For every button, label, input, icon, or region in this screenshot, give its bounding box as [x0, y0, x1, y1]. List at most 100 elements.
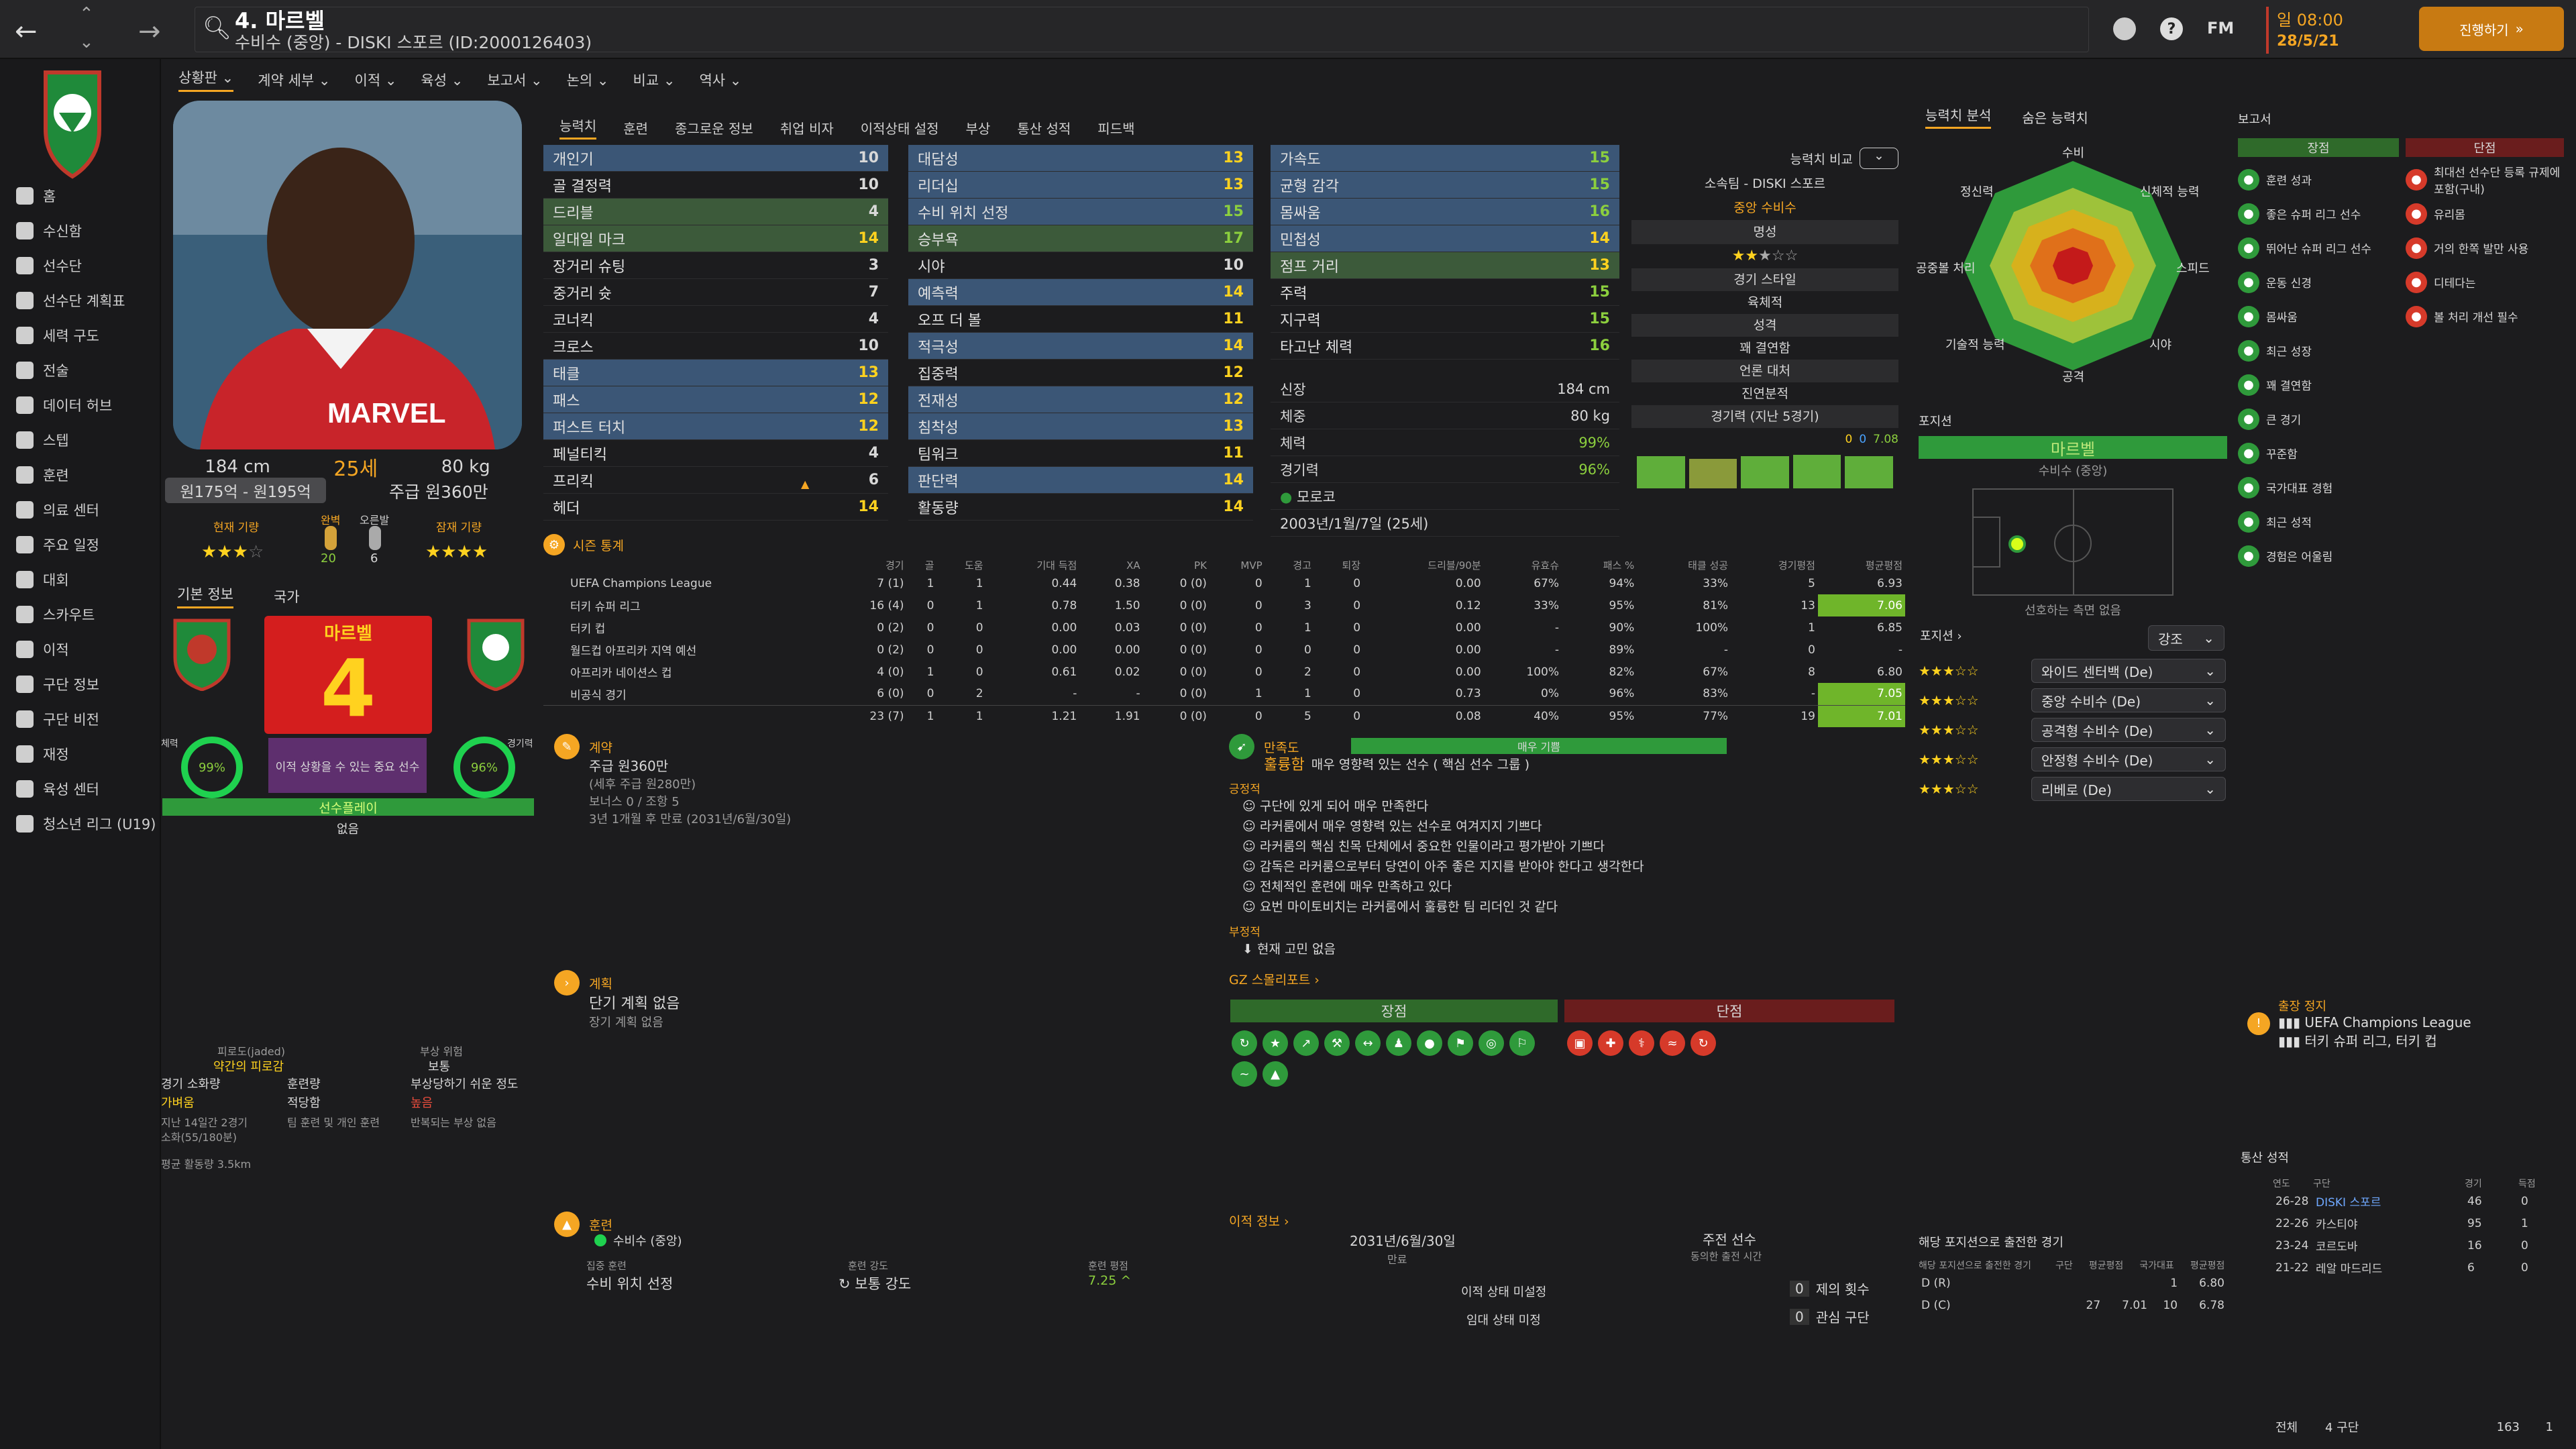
- attr-row[interactable]: 주력 15: [1271, 279, 1619, 306]
- scout-header[interactable]: GZ 스몰리포트 ›: [1229, 973, 1320, 987]
- continue-button[interactable]: 진행하기 »: [2419, 7, 2564, 51]
- attr-row[interactable]: 드리블 4: [543, 199, 888, 225]
- sidebar-item-5[interactable]: 전술: [0, 353, 161, 388]
- subnav-2[interactable]: 이적 ⌄: [355, 70, 397, 90]
- sidebar-item-3[interactable]: 선수단 계획표: [0, 283, 161, 318]
- attr-row[interactable]: 승부욕 17: [908, 225, 1253, 252]
- report-item[interactable]: ● 디테다는: [2406, 265, 2564, 299]
- attr-row[interactable]: 활동량 14: [908, 494, 1253, 521]
- attr-row[interactable]: 적극성 14: [908, 333, 1253, 360]
- report-item[interactable]: ● 좋은 슈퍼 리그 선수: [2238, 197, 2399, 231]
- strength-icon[interactable]: ♟: [1386, 1030, 1411, 1056]
- sidebar-item-7[interactable]: 스텝: [0, 423, 161, 458]
- attr-row[interactable]: 집중력 12: [908, 360, 1253, 386]
- strength-icon[interactable]: ↻: [1232, 1030, 1257, 1056]
- strength-icon[interactable]: ↔: [1355, 1030, 1381, 1056]
- career-row[interactable]: 21-22 레알 마드리드 6 0: [2273, 1256, 2552, 1279]
- report-item[interactable]: ● 큰 경기: [2238, 402, 2399, 436]
- help-icon[interactable]: ?: [2160, 17, 2183, 40]
- season-header[interactable]: 시즌 통계: [573, 538, 624, 553]
- attr-row[interactable]: 판단력 14: [908, 467, 1253, 494]
- role-row[interactable]: ★★★☆☆ 리베로 (De) ⌄: [1919, 774, 2227, 804]
- sidebar-item-12[interactable]: 스카우트: [0, 597, 161, 632]
- tab-hidden[interactable]: 숨은 능력치: [2022, 109, 2088, 126]
- report-item[interactable]: ● 훈련 성과: [2238, 162, 2399, 197]
- strength-icon[interactable]: ◎: [1479, 1030, 1504, 1056]
- subnav-0[interactable]: 상황판 ⌄: [178, 67, 234, 92]
- attr-row[interactable]: 헤더 14: [543, 494, 888, 521]
- season-row[interactable]: 아프리카 네이션스 컵 4 (0) 1 0 0.61 0.02 0 (0) 0 2 0 0.00 10…: [543, 661, 1905, 683]
- weakness-icon[interactable]: ≈: [1660, 1030, 1685, 1056]
- report-item[interactable]: ● 꾸준함: [2238, 436, 2399, 470]
- sidebar-item-6[interactable]: 데이터 허브: [0, 388, 161, 423]
- attr-row[interactable]: 전재성 12: [908, 386, 1253, 413]
- attr-row[interactable]: 일대일 마크 14: [543, 225, 888, 252]
- search-icon[interactable]: 🔍︎: [203, 15, 232, 42]
- tab-basic-info[interactable]: 기본 정보: [177, 584, 233, 608]
- attr-row[interactable]: 민첩성 14: [1271, 225, 1619, 252]
- sidebar-item-13[interactable]: 이적: [0, 632, 161, 667]
- contract-header[interactable]: 계약: [589, 740, 612, 755]
- weakness-icon[interactable]: ▣: [1567, 1030, 1593, 1056]
- attr-tab-1[interactable]: 훈련: [623, 120, 649, 137]
- attr-tab-7[interactable]: 피드백: [1097, 120, 1135, 137]
- subnav-1[interactable]: 계약 세부 ⌄: [258, 70, 330, 90]
- roles-dropdown[interactable]: 강조 ⌄: [2148, 625, 2224, 651]
- season-row[interactable]: 터키 슈퍼 리그 16 (4) 0 1 0.78 1.50 0 (0) 0 3 0 0.12 33% 9…: [543, 594, 1905, 616]
- attr-row[interactable]: 퍼스트 터치 12: [543, 413, 888, 440]
- subnav-7[interactable]: 역사 ⌄: [699, 70, 741, 90]
- attr-row[interactable]: 균형 감각 15: [1271, 172, 1619, 199]
- attr-tab-4[interactable]: 이적상태 설정: [860, 120, 939, 137]
- subnav-5[interactable]: 논의 ⌄: [567, 70, 609, 90]
- weakness-icon[interactable]: ✚: [1598, 1030, 1623, 1056]
- report-item[interactable]: ● 볼 처리 개선 필수: [2406, 299, 2564, 333]
- fm-icon[interactable]: FM: [2207, 19, 2235, 38]
- attr-tab-2[interactable]: 종그로운 정보: [675, 120, 753, 137]
- sidebar-item-9[interactable]: 의료 센터: [0, 492, 161, 527]
- strength-icon[interactable]: ⚐: [1509, 1030, 1535, 1056]
- strength-icon[interactable]: ↗: [1293, 1030, 1319, 1056]
- report-item[interactable]: ● 꽤 결연함: [2238, 368, 2399, 402]
- attr-row[interactable]: 프리킥 6: [543, 467, 888, 494]
- attr-row[interactable]: 침착성 13: [908, 413, 1253, 440]
- search-bar[interactable]: [195, 7, 2089, 52]
- season-row[interactable]: 비공식 경기 6 (0) 0 2- -0 (0) 1 1 0 0.73 0% 96% 83% -7.05: [543, 683, 1905, 705]
- role-row[interactable]: ★★★☆☆ 공격형 수비수 (De) ⌄: [1919, 715, 2227, 745]
- sidebar-item-4[interactable]: 세력 구도: [0, 318, 161, 353]
- role-dropdown[interactable]: 리베로 (De) ⌄: [2031, 777, 2226, 801]
- happiness-header[interactable]: 만족도: [1264, 740, 1299, 755]
- forward-icon[interactable]: →: [138, 16, 161, 47]
- sidebar-item-14[interactable]: 구단 정보: [0, 667, 161, 702]
- strength-icon[interactable]: ~: [1232, 1061, 1257, 1087]
- training-header[interactable]: 훈련: [589, 1218, 612, 1233]
- report-item[interactable]: ● 뛰어난 슈퍼 리그 선수: [2238, 231, 2399, 265]
- attr-tab-0[interactable]: 능력치: [559, 115, 597, 140]
- club-crest[interactable]: [39, 66, 106, 180]
- attr-row[interactable]: 가속도 15: [1271, 145, 1619, 172]
- subnav-3[interactable]: 육성 ⌄: [421, 70, 463, 90]
- report-item[interactable]: ● 거의 한쪽 발만 사용: [2406, 231, 2564, 265]
- strength-icon[interactable]: ⚒: [1324, 1030, 1350, 1056]
- role-dropdown[interactable]: 중앙 수비수 (De) ⌄: [2031, 688, 2226, 712]
- sidebar-item-10[interactable]: 주요 일정: [0, 527, 161, 562]
- career-row[interactable]: 22-26 카스티야 95 1: [2273, 1212, 2552, 1234]
- calendar-date[interactable]: 일 08:00 28/5/21: [2266, 7, 2414, 54]
- weakness-icon[interactable]: ↻: [1690, 1030, 1716, 1056]
- compare-dropdown[interactable]: ⌄: [1860, 148, 1898, 169]
- attr-row[interactable]: 예측력 14: [908, 279, 1253, 306]
- weakness-icon[interactable]: ⚕: [1629, 1030, 1654, 1056]
- sidebar-item-18[interactable]: 청소년 리그 (U19): [0, 806, 161, 841]
- attr-tab-5[interactable]: 부상: [965, 120, 991, 137]
- attr-row[interactable]: 수비 위치 선정 15: [908, 199, 1253, 225]
- attr-row[interactable]: 시야 10: [908, 252, 1253, 279]
- social-icon[interactable]: [2113, 17, 2136, 40]
- attr-row[interactable]: 팀워크 11: [908, 440, 1253, 467]
- attr-row[interactable]: 중거리 슛 7: [543, 279, 888, 306]
- attr-tab-6[interactable]: 통산 성적: [1017, 120, 1071, 137]
- attr-row[interactable]: 타고난 체력 16: [1271, 333, 1619, 360]
- report-item[interactable]: ● 최대선 선수단 등록 규제에 포함(구내): [2406, 162, 2564, 197]
- career-row[interactable]: 23-24 코르도바 16 0: [2273, 1234, 2552, 1256]
- sidebar-item-0[interactable]: 홈: [0, 178, 161, 213]
- report-item[interactable]: ● 몸싸움: [2238, 299, 2399, 333]
- season-row[interactable]: UEFA Champions League 7 (1) 1 1 0.44 0.38 0 (0…: [543, 572, 1905, 594]
